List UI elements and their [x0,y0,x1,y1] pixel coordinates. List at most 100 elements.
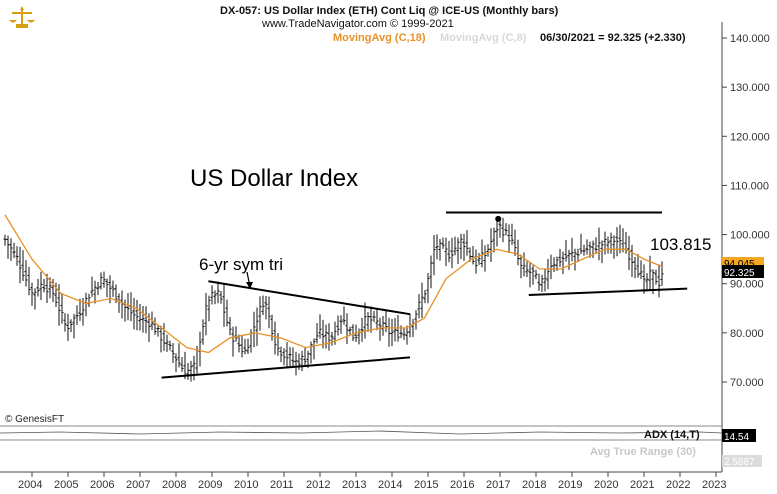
ohlc-bar [453,236,457,256]
ohlc-bar [291,347,295,368]
ohlc-bar [309,341,313,364]
ohlc-bar [357,328,361,345]
ohlc-bar [144,306,148,334]
ohlc-bar [477,253,481,265]
x-tick-label: 2017 [486,479,510,491]
y-axis: 70.000 80.000 90.000 100.000 110.000 120.000 1… [722,33,770,389]
y-tick-label: 120.000 [730,131,770,143]
ohlc-bar [102,271,106,288]
x-tick-label: 2023 [702,479,726,491]
ohlc-bar [657,264,661,298]
ohlc-bar [495,218,499,247]
ohlc-bar [51,278,55,303]
x-tick-label: 2007 [126,479,150,491]
ohlc-bar [549,254,553,280]
adx-value-tag: 14.54 [722,429,756,443]
ohlc-bar [534,269,538,280]
ohlc-bar [159,325,163,353]
ohlc-bar [189,360,193,382]
ohlc-bar [435,234,439,260]
ohlc-bar [60,292,64,324]
ohlc-bar [612,235,616,259]
ohlc-bar [432,235,436,276]
ohlc-bar [27,266,31,296]
ohlc-bar [168,340,172,351]
ma18-line [4,214,663,354]
ohlc-bar [252,311,256,348]
ohlc-bar [315,323,319,344]
x-tick-label: 2015 [414,479,438,491]
ohlc-bar [543,268,547,292]
ohlc-bar [465,230,469,256]
ma18-legend: MovingAvg (C,18) [333,32,426,44]
y-tick-label: 110.000 [730,180,769,192]
ohlc-bar [69,319,73,333]
ohlc-bar [75,305,79,325]
x-tick-label: 2008 [162,479,186,491]
ohlc-bar [492,227,496,253]
ohlc-bar [450,237,454,269]
ohlc-bar [516,239,520,266]
ohlc-bar [312,338,316,360]
ohlc-bar [456,237,460,264]
ohlc-bar [630,244,634,278]
ohlc-bar [378,317,382,341]
ohlc-bar [141,306,145,333]
ohlc-bar [639,260,643,279]
x-tick-label: 2022 [666,479,690,491]
ohlc-bar [372,311,376,323]
ohlc-bar [471,245,475,265]
resistance-peak-marker [495,215,502,222]
ohlc-bar [222,284,226,327]
ohlc-bar [324,324,328,349]
ohlc-bar [510,223,514,245]
ohlc-bar [294,351,298,376]
svg-text:94.045: 94.045 [724,259,755,270]
ohlc-bar [153,317,157,335]
y-tick-label: 100.000 [730,230,770,242]
ohlc-bar [240,334,244,358]
ohlc-bar [351,324,355,342]
ohlc-bar [507,224,511,253]
ohlc-bar [192,355,196,381]
x-tick-label: 2014 [378,479,402,491]
x-tick-label: 2005 [54,479,78,491]
y-tick-label: 130.000 [730,82,770,94]
ohlc-bar [609,232,613,254]
chart-header-title: DX-057: US Dollar Index (ETH) Cont Liq @… [220,5,559,17]
ohlc-bar [111,280,115,297]
svg-text:2.5887: 2.5887 [724,457,755,468]
y-tick-label: 80.000 [730,328,764,340]
ohlc-bar [369,306,373,333]
ohlc-bar [645,273,649,292]
ohlc-bar [285,342,289,368]
y-tick-label: 90.000 [730,279,764,291]
x-tick-label: 2013 [342,479,366,491]
ohlc-bar [459,233,463,260]
ohlc-bar [345,313,349,345]
ohlc-bar [417,294,421,319]
ohlc-bar [6,235,10,259]
triangle-upper-line [208,280,411,316]
ohlc-bar [72,313,76,339]
ohlc-bar [513,229,517,256]
x-tick-label: 2016 [450,479,474,491]
last-price-tag: 92.325 [722,265,764,279]
ohlc-bar [327,323,331,351]
ohlc-bar [375,307,379,331]
resistance-value-label: 103.815 [650,235,711,254]
ohlc-bar [261,295,265,316]
ohlc-bar [15,246,19,266]
ohlc-bar [246,338,250,354]
ohlc-bar [546,258,550,290]
ohlc-bar [21,250,25,281]
ohlc-bar [360,317,364,342]
ohlc-bar [564,239,568,262]
triangle-label-arrowhead [246,282,253,289]
ohlc-bar [381,316,385,336]
atr-value-tag: 2.5887 [722,455,762,468]
ohlc-bar [438,238,442,261]
ohlc-bar [579,233,583,255]
ohlc-bar [165,334,169,352]
ohlc-bar [216,281,220,304]
